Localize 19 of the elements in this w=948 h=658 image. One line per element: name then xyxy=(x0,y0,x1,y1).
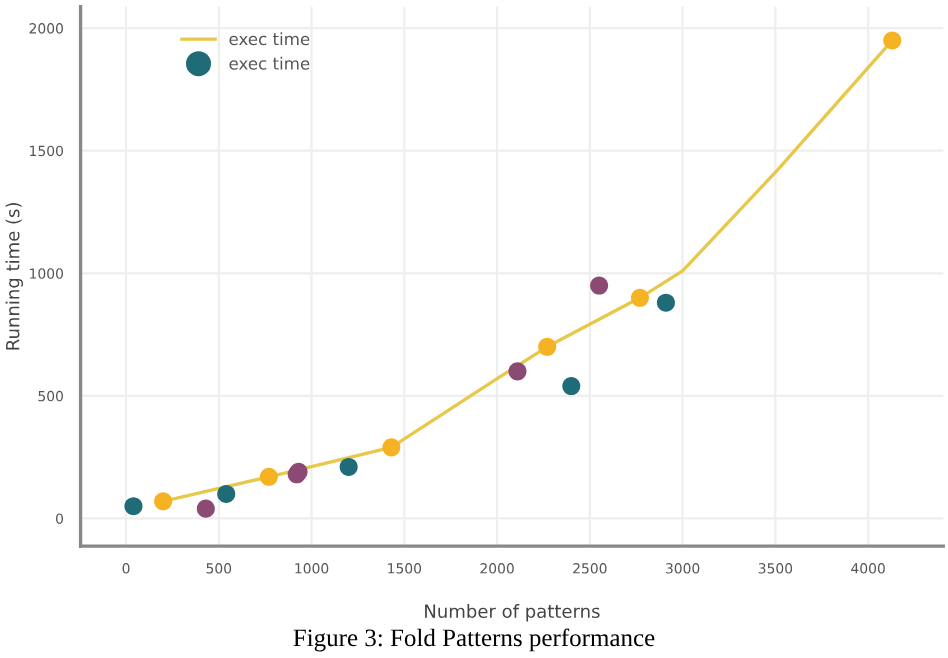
point xyxy=(259,467,278,486)
point xyxy=(656,293,675,312)
legend-label: exec time xyxy=(229,56,310,70)
point xyxy=(339,457,358,476)
point xyxy=(538,337,557,356)
y-axis-title: Running time (s) xyxy=(5,203,24,350)
point xyxy=(590,276,609,295)
point xyxy=(124,497,143,516)
caption: Figure 3: Fold Patterns performance xyxy=(293,628,655,652)
point xyxy=(154,492,173,511)
point xyxy=(196,499,215,518)
point xyxy=(382,438,401,457)
x-axis-title: Number of patterns xyxy=(425,604,600,622)
point xyxy=(217,484,236,503)
point xyxy=(883,31,902,50)
point xyxy=(562,377,581,396)
point xyxy=(630,288,649,307)
point xyxy=(508,362,527,381)
legend-label: exec time xyxy=(229,32,310,46)
